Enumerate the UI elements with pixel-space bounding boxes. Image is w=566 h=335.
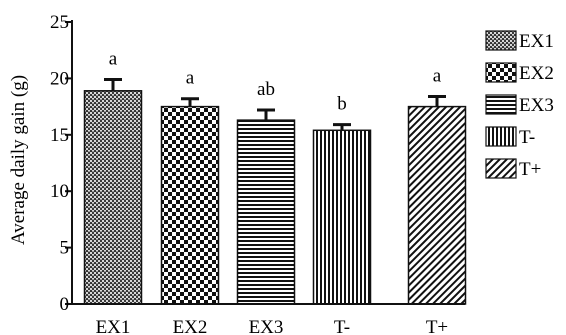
bar-ex3 — [236, 119, 296, 305]
significance-letter: ab — [257, 79, 275, 100]
bar-tminus — [312, 129, 372, 305]
legend-item: T- — [485, 126, 535, 148]
error-bar-ex2 — [181, 97, 199, 107]
bar-ex1 — [83, 90, 143, 305]
error-bar-tminus — [333, 123, 351, 131]
legend-swatch — [485, 158, 517, 179]
legend-label: EX1 — [519, 31, 554, 52]
significance-letter: a — [109, 49, 118, 70]
legend: EX1 EX2 EX3 T- T+ — [485, 30, 554, 180]
significance-letter: a — [186, 68, 195, 89]
legend-item: EX3 — [485, 94, 554, 116]
y-tick-label: 20 — [50, 68, 69, 89]
legend-swatch — [485, 94, 517, 115]
legend-label: EX3 — [519, 95, 554, 116]
legend-swatch — [485, 126, 517, 147]
legend-label: T+ — [519, 159, 541, 180]
error-bar-tplus — [428, 94, 446, 107]
error-bar-ex1 — [104, 78, 122, 91]
y-tick-label: 10 — [50, 181, 69, 202]
bar-ex2 — [160, 105, 220, 305]
legend-item: EX1 — [485, 30, 554, 52]
significance-letter: b — [337, 94, 347, 115]
y-tick-label: 25 — [50, 12, 69, 33]
significance-letter: a — [433, 65, 442, 86]
x-tick-label: EX1 — [96, 317, 131, 335]
y-axis-label: Average daily gain (g) — [8, 75, 29, 245]
x-tick-label: EX2 — [173, 317, 208, 335]
legend-label: EX2 — [519, 63, 554, 84]
legend-label: T- — [519, 127, 535, 148]
x-tick-label: EX3 — [249, 317, 284, 335]
bar-tplus — [407, 105, 467, 305]
x-tick-label: T- — [334, 317, 350, 335]
legend-swatch — [485, 62, 517, 83]
legend-swatch — [485, 30, 517, 51]
legend-item: EX2 — [485, 62, 554, 84]
y-tick-label: 5 — [60, 238, 70, 259]
legend-item: T+ — [485, 158, 541, 180]
x-tick-label: T+ — [426, 317, 448, 335]
y-tick-label: 0 — [60, 294, 70, 315]
y-tick-label: 15 — [50, 125, 69, 146]
error-bar-ex3 — [257, 108, 275, 121]
